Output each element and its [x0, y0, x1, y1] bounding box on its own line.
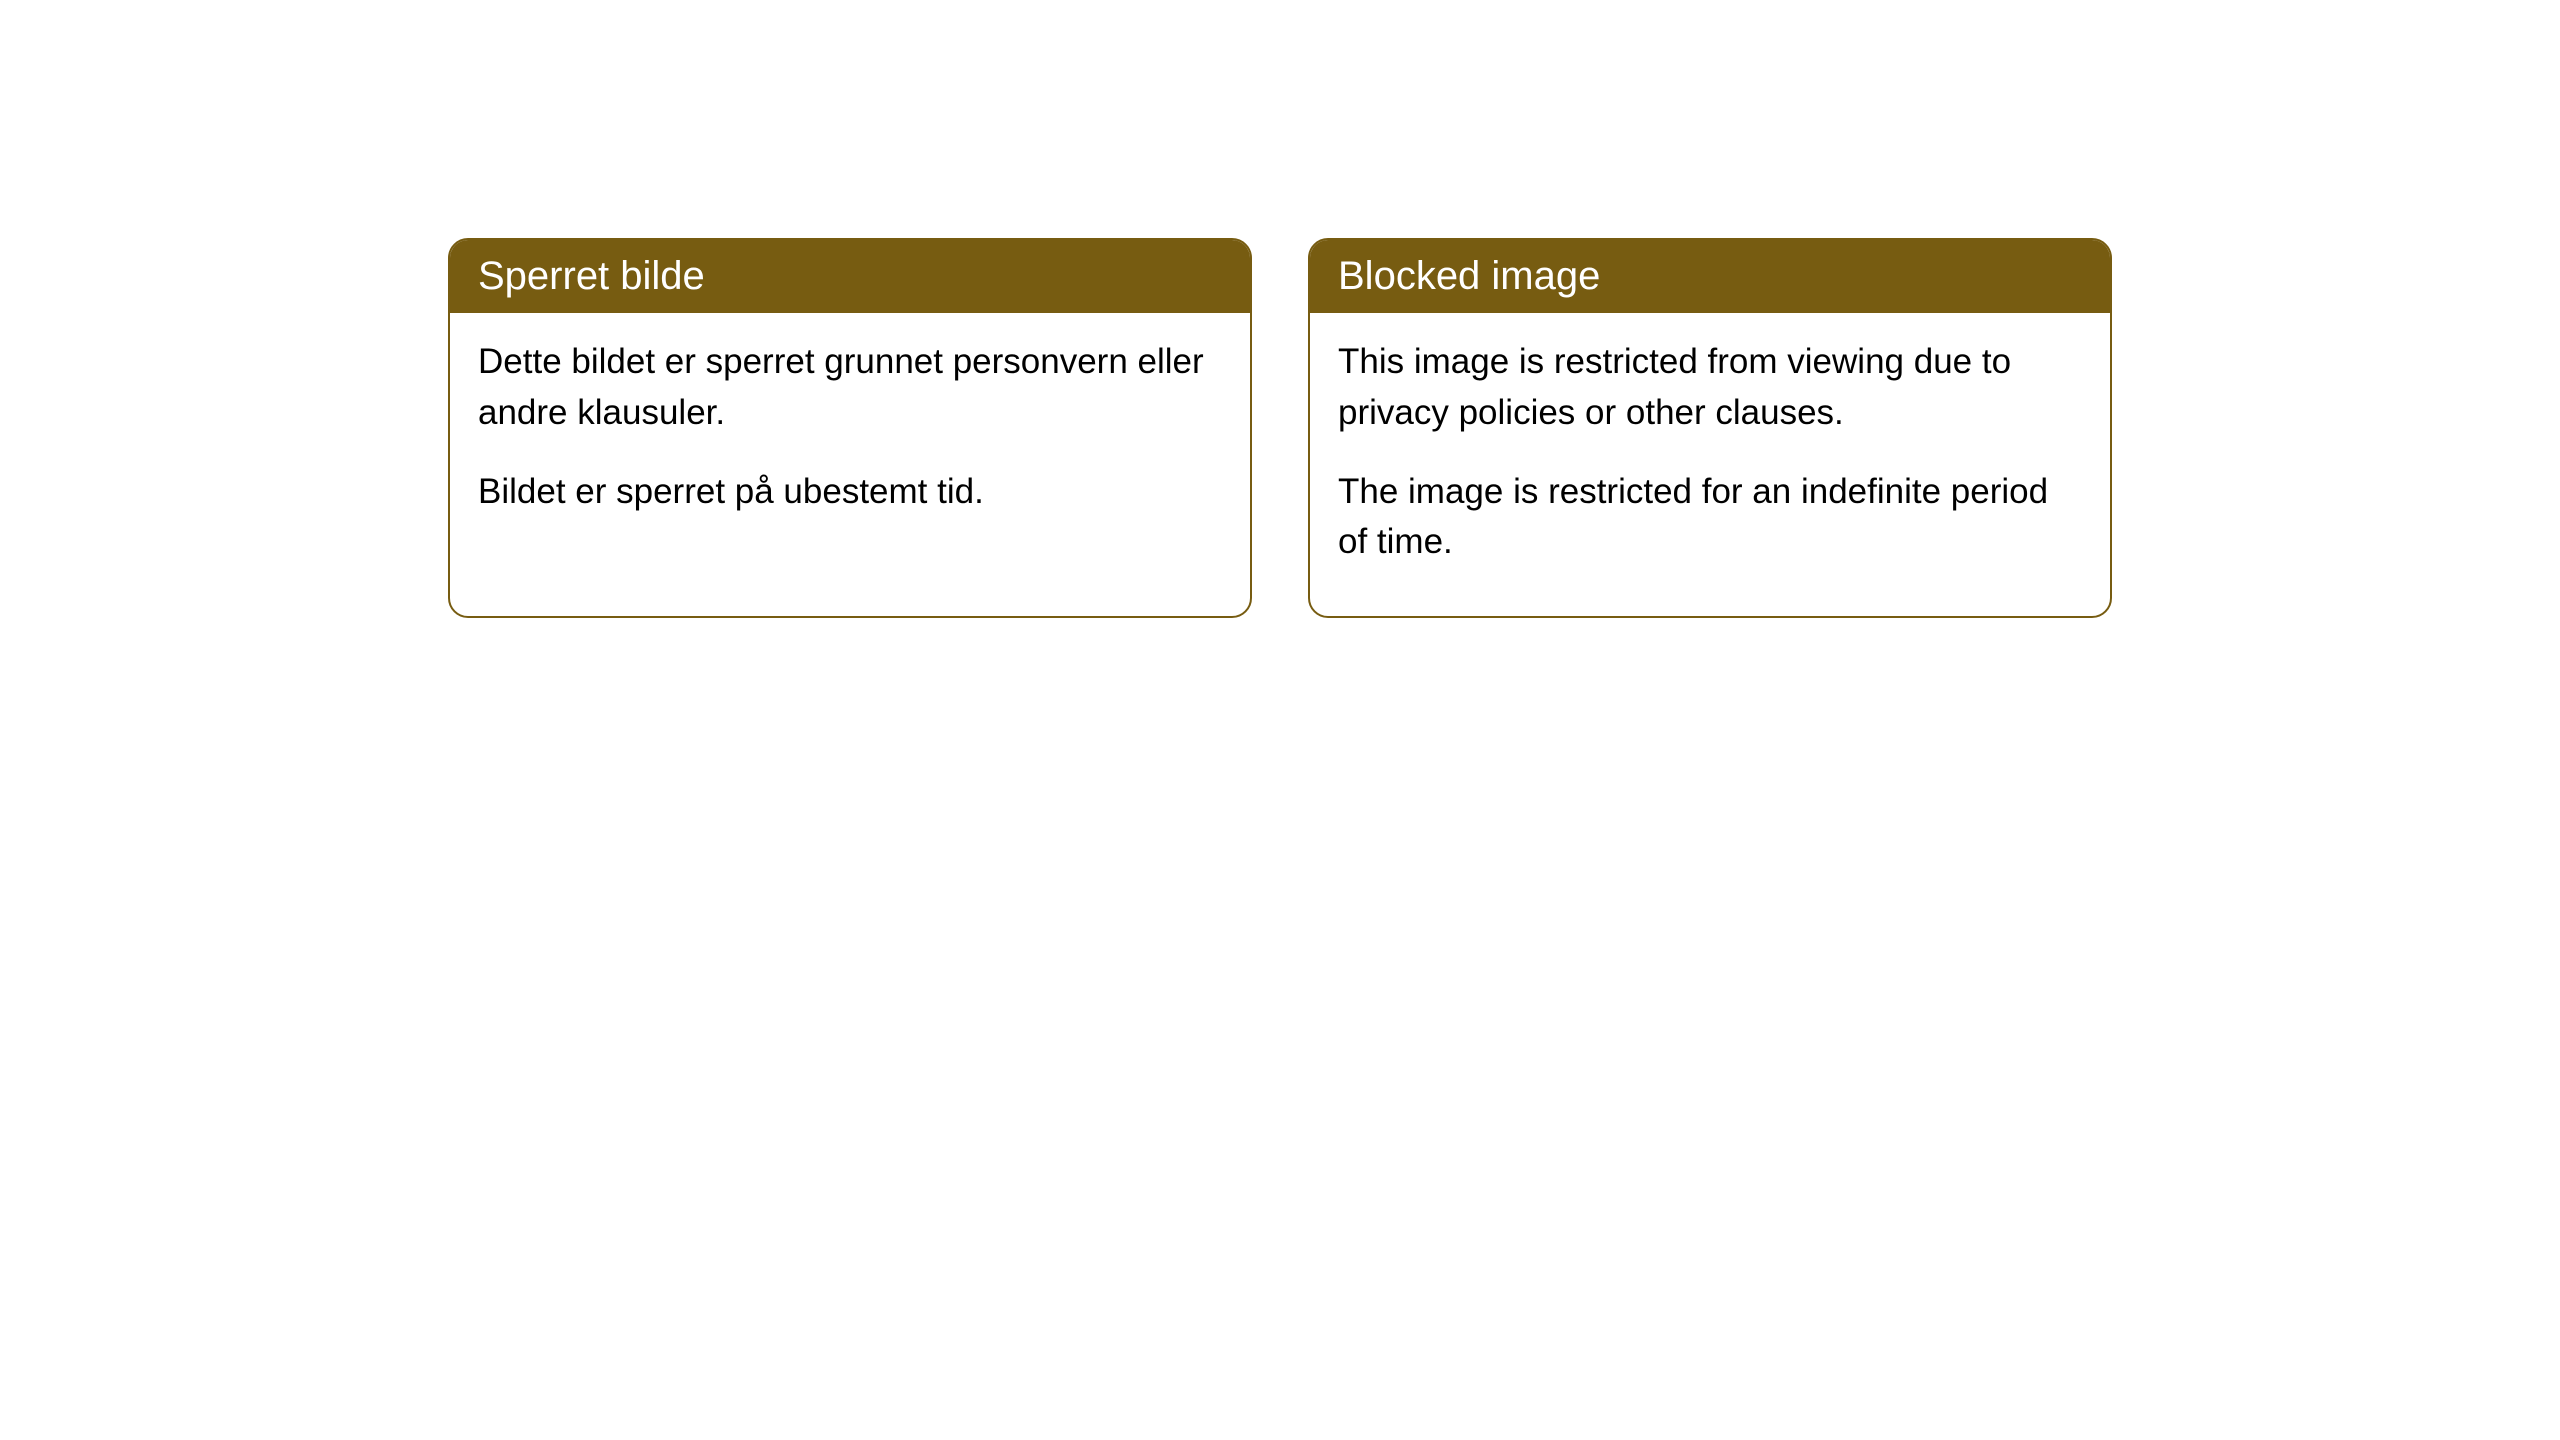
card-paragraph: Bildet er sperret på ubestemt tid. — [478, 467, 1222, 518]
card-title: Blocked image — [1338, 254, 1600, 298]
blocked-image-card-norwegian: Sperret bilde Dette bildet er sperret gr… — [448, 238, 1252, 618]
blocked-image-card-english: Blocked image This image is restricted f… — [1308, 238, 2112, 618]
card-paragraph: Dette bildet er sperret grunnet personve… — [478, 337, 1222, 439]
card-paragraph: The image is restricted for an indefinit… — [1338, 467, 2082, 569]
cards-container: Sperret bilde Dette bildet er sperret gr… — [448, 238, 2112, 618]
card-body: This image is restricted from viewing du… — [1310, 313, 2110, 616]
card-header: Sperret bilde — [450, 240, 1250, 313]
card-body: Dette bildet er sperret grunnet personve… — [450, 313, 1250, 565]
card-header: Blocked image — [1310, 240, 2110, 313]
card-paragraph: This image is restricted from viewing du… — [1338, 337, 2082, 439]
card-title: Sperret bilde — [478, 254, 705, 298]
